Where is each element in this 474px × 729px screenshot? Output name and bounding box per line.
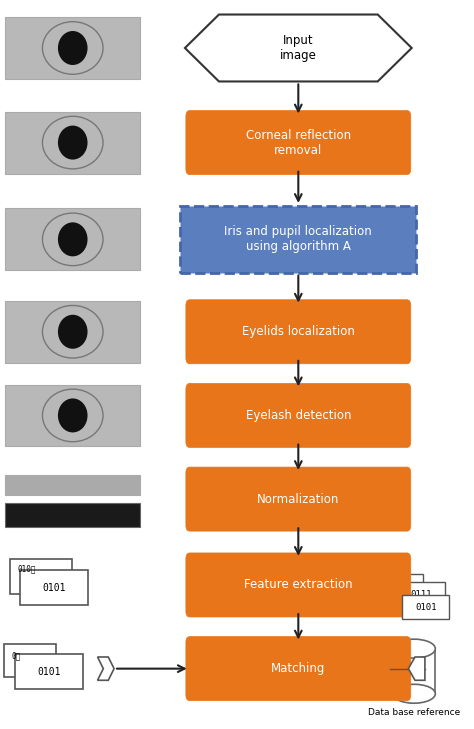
FancyBboxPatch shape — [186, 111, 411, 174]
Text: Normalization: Normalization — [257, 493, 339, 506]
Text: 0101: 0101 — [415, 603, 437, 612]
FancyBboxPatch shape — [186, 383, 411, 448]
Text: 0⎴: 0⎴ — [402, 582, 410, 588]
FancyBboxPatch shape — [15, 654, 83, 689]
FancyBboxPatch shape — [4, 644, 56, 677]
Text: 0101: 0101 — [37, 666, 61, 677]
Ellipse shape — [58, 125, 88, 160]
Text: Matching: Matching — [271, 662, 326, 675]
FancyBboxPatch shape — [19, 570, 88, 605]
FancyBboxPatch shape — [5, 384, 140, 446]
FancyBboxPatch shape — [180, 206, 417, 273]
Ellipse shape — [58, 399, 88, 432]
Polygon shape — [98, 657, 114, 680]
Ellipse shape — [393, 685, 435, 703]
Text: Input
image: Input image — [280, 34, 317, 62]
FancyBboxPatch shape — [5, 503, 140, 527]
FancyBboxPatch shape — [5, 475, 140, 496]
FancyBboxPatch shape — [402, 595, 449, 619]
Text: Eyelash detection: Eyelash detection — [246, 409, 351, 422]
FancyBboxPatch shape — [186, 636, 411, 701]
Text: Iris and pupil localization
using algorithm A: Iris and pupil localization using algori… — [224, 225, 372, 254]
FancyBboxPatch shape — [5, 301, 140, 363]
Text: 0101: 0101 — [42, 583, 66, 593]
Polygon shape — [409, 657, 425, 680]
Ellipse shape — [393, 639, 435, 658]
Polygon shape — [185, 15, 412, 82]
FancyBboxPatch shape — [10, 558, 72, 593]
FancyBboxPatch shape — [5, 208, 140, 270]
Text: 010⎴: 010⎴ — [18, 564, 36, 574]
Text: Eyelids localization: Eyelids localization — [242, 325, 355, 338]
FancyBboxPatch shape — [186, 300, 411, 364]
Text: 0⎴: 0⎴ — [12, 651, 21, 660]
FancyBboxPatch shape — [398, 582, 445, 607]
Text: Corneal reflection
removal: Corneal reflection removal — [246, 128, 351, 157]
FancyBboxPatch shape — [186, 467, 411, 531]
Ellipse shape — [58, 222, 88, 257]
FancyBboxPatch shape — [186, 553, 411, 617]
Text: Data base reference: Data base reference — [368, 709, 460, 717]
FancyBboxPatch shape — [5, 112, 140, 174]
Text: 0111: 0111 — [410, 590, 432, 599]
Ellipse shape — [58, 315, 88, 348]
Ellipse shape — [58, 31, 88, 65]
FancyBboxPatch shape — [5, 17, 140, 79]
Text: Feature extraction: Feature extraction — [244, 579, 353, 591]
FancyBboxPatch shape — [388, 574, 423, 597]
FancyBboxPatch shape — [393, 649, 435, 694]
